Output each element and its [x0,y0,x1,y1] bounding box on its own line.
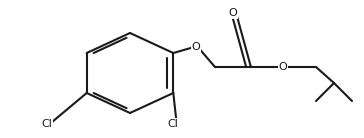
Text: O: O [191,42,200,52]
Text: O: O [229,8,237,18]
Text: O: O [278,62,287,72]
Text: Cl: Cl [41,119,52,129]
Text: Cl: Cl [167,119,178,129]
